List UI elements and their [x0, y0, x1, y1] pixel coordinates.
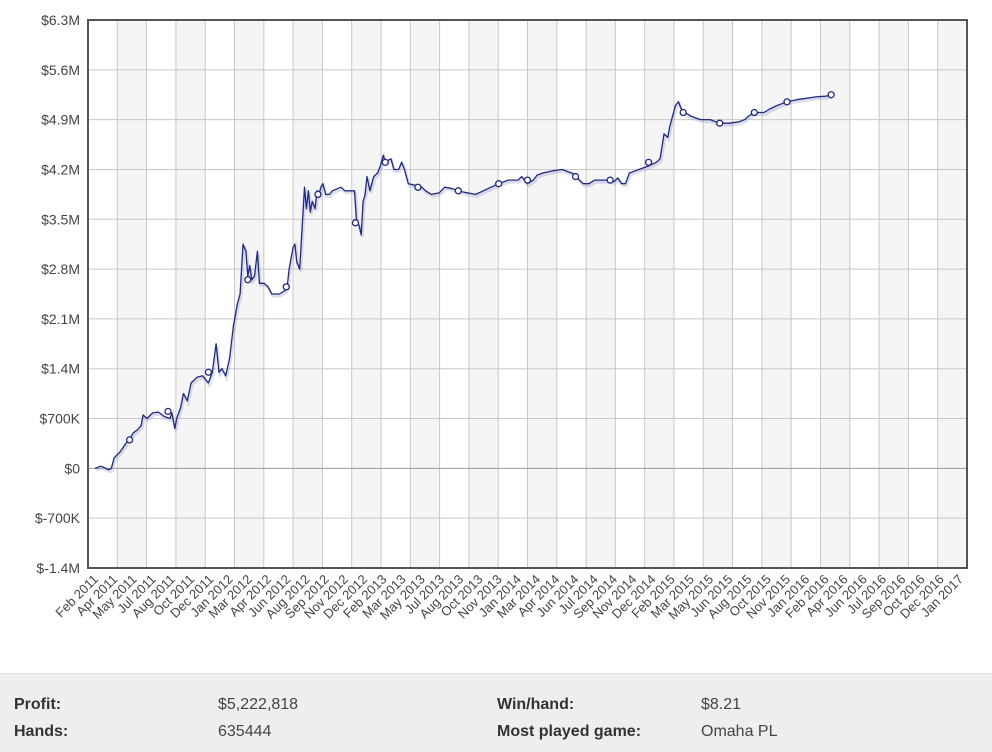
data-point-marker — [783, 98, 791, 106]
plot-band — [937, 20, 967, 568]
data-point-marker — [204, 368, 213, 376]
profit-label: Profit: — [14, 696, 62, 713]
profit-line — [94, 94, 832, 471]
plot-band — [117, 20, 147, 568]
plot-band — [820, 20, 850, 568]
data-point-marker — [414, 183, 422, 191]
data-point-marker — [381, 158, 389, 166]
y-tick-label: $2.1M — [41, 311, 80, 327]
win-per-hand-value: $8.21 — [701, 696, 742, 713]
most-played-game-value: Omaha PL — [701, 723, 778, 740]
plot-band — [527, 20, 557, 568]
plot-band — [410, 20, 440, 568]
data-point-marker — [282, 283, 290, 291]
stats-panel: Profit: $5,222,818 Win/hand: $8.21 Hands… — [0, 673, 992, 752]
hands-label: Hands: — [14, 723, 69, 740]
y-tick-label: $6.3M — [41, 12, 80, 28]
data-point-marker — [644, 158, 653, 166]
data-point-marker — [606, 176, 614, 184]
y-tick-label: $-1.4M — [36, 560, 80, 576]
data-point-marker — [454, 187, 462, 195]
y-axis-labels: $-1.4M $-700K $0 $700K $1.4M $2.1M $2.8M $3.5M $… — [35, 12, 81, 576]
y-tick-label: $4.9M — [41, 112, 80, 128]
y-tick-label: $3.5M — [41, 211, 80, 227]
data-point-marker — [523, 176, 532, 184]
plot-border — [87, 19, 968, 569]
plot-band — [879, 20, 909, 568]
data-point-marker — [750, 108, 758, 117]
plot-frame — [87, 19, 968, 569]
y-tick-label: $2.8M — [41, 261, 80, 277]
y-tick-label: $4.2M — [41, 161, 80, 177]
plot-band — [468, 20, 499, 568]
y-tick-label: $5.6M — [41, 62, 80, 78]
y-tick-label: $-700K — [35, 510, 81, 526]
hands-value: 635444 — [218, 723, 272, 740]
plot-band — [351, 20, 381, 568]
data-point-marker — [244, 276, 252, 284]
profit-series — [94, 91, 835, 474]
data-point-marker — [351, 219, 360, 227]
plot-band — [644, 20, 674, 568]
data-point-marker — [314, 190, 322, 199]
grid-lines — [88, 20, 967, 568]
y-tick-label: $1.4M — [41, 361, 80, 377]
data-point-marker — [571, 172, 580, 181]
data-point-marker — [495, 180, 503, 188]
data-point-marker — [164, 407, 172, 416]
y-tick-label: $0 — [64, 460, 80, 476]
plot-band — [703, 20, 733, 568]
plot-band — [234, 20, 264, 568]
win-per-hand-label: Win/hand: — [497, 696, 575, 713]
data-point-marker — [827, 91, 835, 99]
plot-band — [175, 20, 206, 568]
most-played-game-label: Most played game: — [497, 723, 642, 740]
plot-band — [293, 20, 323, 568]
profit-chart: $-1.4M $-700K $0 $700K $1.4M $2.1M $2.8M $3.5M $… — [35, 12, 968, 623]
profit-line-shadow — [95, 95, 833, 474]
y-tick-label: $700K — [40, 411, 81, 427]
data-point-marker — [679, 108, 687, 117]
data-point-marker — [716, 119, 724, 127]
plot-band — [586, 20, 616, 568]
profit-value: $5,222,818 — [218, 696, 299, 713]
data-point-marker — [125, 436, 134, 444]
profit-chart-svg: $-1.4M $-700K $0 $700K $1.4M $2.1M $2.8M $3.5M $… — [35, 12, 968, 623]
